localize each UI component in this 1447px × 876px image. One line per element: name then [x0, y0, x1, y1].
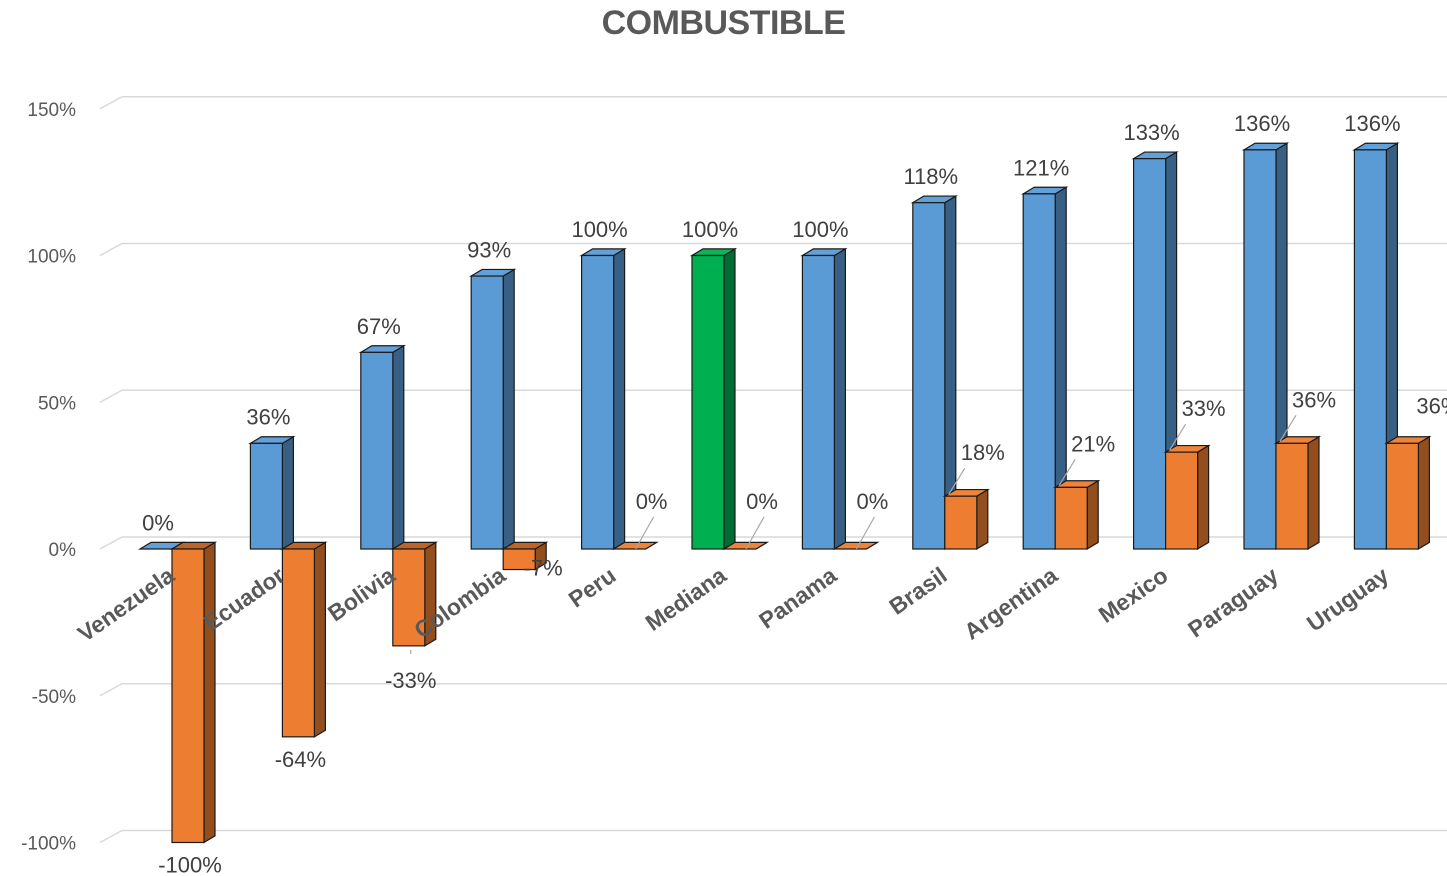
- data-label-series1: 100%: [792, 217, 848, 242]
- gridline-edge: [99, 536, 123, 550]
- chart-title: COMBUSTIBLE: [601, 4, 846, 42]
- bar-series2: [281, 548, 315, 738]
- leader-line: [745, 516, 765, 550]
- bar-series1: [1022, 193, 1056, 550]
- category-label: Argentina: [959, 562, 1062, 645]
- bar-series2: [1164, 451, 1199, 550]
- gridline-edge: [99, 96, 123, 110]
- gridline-edge: [99, 242, 123, 257]
- bar-series1-side: [392, 344, 405, 551]
- bar-series2-side: [313, 541, 326, 738]
- bar-series2: [171, 548, 205, 844]
- gridline-edge: [99, 389, 123, 403]
- bar-series2-side: [1086, 479, 1099, 551]
- category-label: Mexico: [1094, 562, 1173, 628]
- bar-series1: [1132, 158, 1167, 550]
- y-tick-label: 150%: [27, 100, 76, 121]
- bar-series2-side: [203, 541, 216, 844]
- leader-line: [1169, 423, 1187, 451]
- bar-series1-side: [833, 247, 847, 551]
- data-label-series2: -100%: [158, 853, 222, 876]
- data-label-series1: 100%: [682, 217, 738, 242]
- data-label-series2: 0%: [857, 489, 889, 514]
- bar-series1-side: [723, 247, 736, 551]
- bar-series2: [1275, 442, 1309, 550]
- category-label: Mediana: [641, 562, 731, 636]
- leader-line: [855, 516, 875, 550]
- bar-series2: [1385, 442, 1420, 550]
- data-label-series1: 0%: [142, 510, 174, 535]
- data-label-series1: 133%: [1123, 120, 1179, 145]
- bar-series1-side: [281, 435, 294, 551]
- data-label-series2: -64%: [275, 747, 326, 772]
- y-tick-label: 50%: [38, 393, 76, 414]
- bar-series2: [944, 495, 978, 550]
- bar-series1: [470, 275, 504, 550]
- data-label-series2: 36%: [1292, 387, 1336, 412]
- bar-series2: [502, 548, 536, 571]
- bar-series2-side: [1196, 444, 1210, 551]
- data-label-series1: 100%: [571, 217, 627, 242]
- category-label: Venezuela: [73, 562, 179, 647]
- data-label-series2: -7%: [524, 556, 563, 581]
- bar-series1: [691, 254, 725, 550]
- bar-series1: [360, 351, 394, 550]
- category-label: Paraguay: [1183, 562, 1283, 643]
- category-label: Uruguay: [1302, 562, 1394, 637]
- bar-series1: [801, 254, 836, 550]
- y-tick-label: -100%: [21, 834, 76, 855]
- leader-line: [1058, 459, 1076, 486]
- category-label: Brasil: [884, 562, 951, 620]
- bar-series2-top: [721, 541, 770, 550]
- y-tick-label: 0%: [49, 540, 77, 561]
- y-tick-label: 100%: [27, 247, 76, 268]
- bar-series2-side: [1417, 435, 1431, 551]
- data-label-series1: 93%: [467, 237, 511, 262]
- data-label-series2: -33%: [385, 668, 436, 693]
- bar-series2-side: [976, 488, 989, 551]
- bar-series2-top: [611, 541, 659, 550]
- data-label-series2: 33%: [1182, 396, 1226, 421]
- bar-series1-side: [502, 268, 515, 551]
- bar-series2-side: [1307, 435, 1320, 551]
- leader-line: [948, 467, 966, 495]
- bar-series1: [249, 442, 283, 550]
- data-label-series2: 36%: [1416, 393, 1447, 418]
- bar-series1: [580, 254, 615, 550]
- bar-series1: [1243, 149, 1277, 550]
- data-label-series1: 118%: [903, 164, 958, 189]
- bar-series1: [912, 202, 946, 550]
- bar-series2: [392, 548, 426, 647]
- data-label-series1: 36%: [246, 405, 290, 430]
- data-label-series2: 0%: [636, 489, 668, 514]
- data-label-series1: 136%: [1234, 111, 1290, 136]
- bar-series1-side: [612, 247, 626, 551]
- gridline-edge: [99, 829, 123, 844]
- bar-series1: [1353, 149, 1388, 550]
- bar-series2-top: [832, 541, 880, 550]
- gridline-edge: [99, 683, 123, 697]
- data-label-series1: 136%: [1344, 111, 1400, 136]
- leader-line: [635, 516, 655, 550]
- bar-series2: [1054, 486, 1088, 550]
- category-label: Bolivia: [323, 562, 400, 627]
- data-label-series1: 121%: [1013, 155, 1069, 180]
- data-label-series2: 18%: [961, 440, 1005, 465]
- category-label: Panama: [754, 562, 841, 634]
- data-label-series1: 67%: [357, 314, 401, 339]
- data-label-series2: 0%: [746, 489, 778, 514]
- data-label-series2: 21%: [1071, 431, 1115, 456]
- leader-line: [1279, 415, 1297, 442]
- category-label: Peru: [564, 562, 621, 613]
- y-tick-label: -50%: [32, 687, 76, 708]
